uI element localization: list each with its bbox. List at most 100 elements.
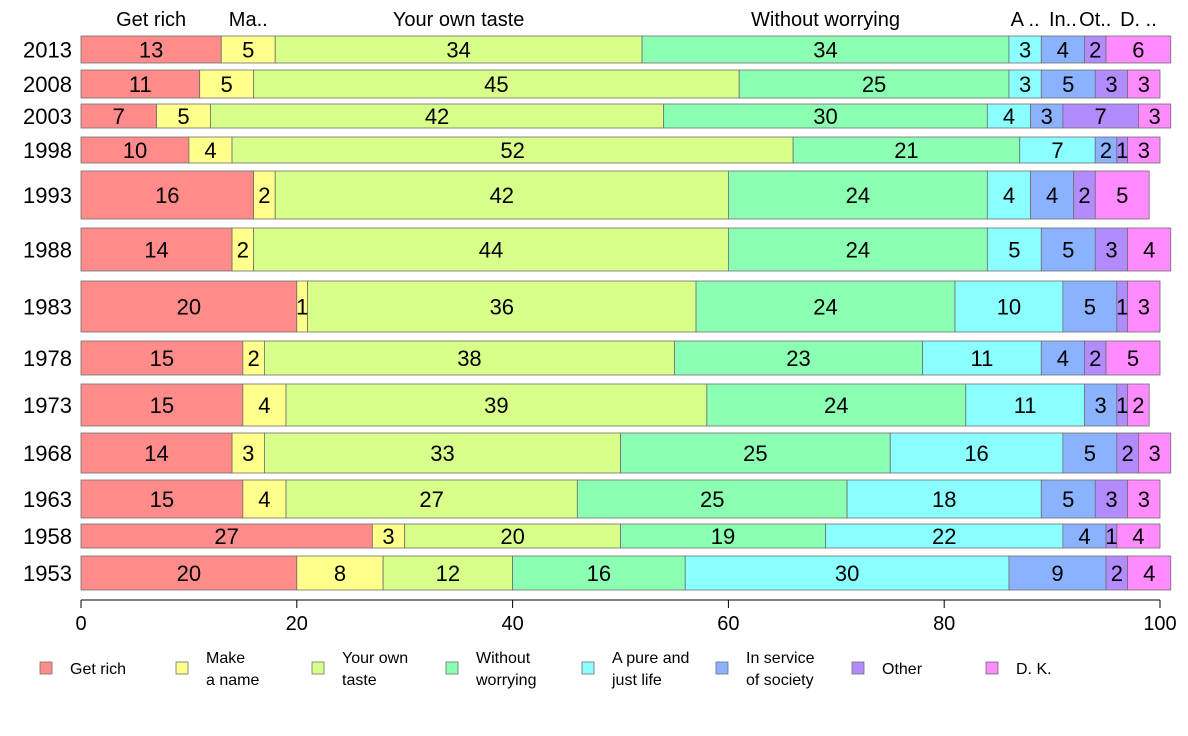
data-label: 1: [1116, 393, 1128, 418]
bar-segment: [1030, 170, 1075, 220]
series-top-label: Your own taste: [393, 9, 525, 31]
data-label: 15: [150, 393, 174, 418]
data-label: 25: [743, 441, 767, 466]
y-axis-labels: 2013 2008 2003 1998 1993 1988 1983 1978 1973 1968…: [23, 38, 72, 587]
series-top-label: D. ..: [1120, 9, 1157, 31]
data-label: 3: [1138, 72, 1150, 97]
legend-swatch: [311, 661, 325, 675]
x-tick-label: 80: [933, 613, 955, 635]
data-label: 11: [129, 72, 152, 97]
bar-segment: [231, 136, 794, 164]
data-label: 1: [296, 295, 308, 320]
bar-segment: [404, 523, 621, 549]
legend-swatch: [445, 661, 459, 675]
bar-segment: [728, 227, 988, 272]
series-top-label: A ..: [1011, 9, 1040, 31]
legend-label: taste: [342, 672, 377, 689]
y-tick-label: 2003: [23, 104, 72, 129]
data-label: 3: [1105, 487, 1117, 512]
bar-segment: [1127, 227, 1172, 272]
legend-label: Without: [476, 650, 531, 667]
bar-segment: [620, 523, 826, 549]
data-label: 4: [1143, 561, 1155, 586]
legend-item: In service of society: [715, 650, 815, 689]
data-label: 4: [258, 487, 270, 512]
data-label: 16: [964, 441, 988, 466]
data-label: 16: [155, 183, 179, 208]
bar-segment: [641, 35, 1010, 64]
data-label: 4: [1003, 183, 1015, 208]
bar-segment: [1094, 227, 1129, 272]
data-label: 25: [862, 72, 886, 97]
bar-segment: [986, 227, 1042, 272]
bar-segment: [620, 432, 891, 474]
data-label: 3: [1138, 138, 1150, 163]
data-label: 20: [500, 524, 524, 549]
data-label: 3: [1019, 72, 1031, 97]
legend-label: In service: [746, 650, 815, 667]
legend: Get rich Make a name Your own taste Without wo…: [39, 650, 1052, 689]
bar-segment: [1062, 280, 1118, 333]
data-label: 24: [846, 183, 870, 208]
series-top-label: Without worrying: [751, 9, 900, 31]
data-label: 23: [786, 346, 810, 371]
legend-label: of society: [746, 672, 814, 689]
bar-segment: [1008, 35, 1042, 64]
bar-segment: [274, 170, 729, 220]
bar-segment: [1008, 555, 1107, 591]
bar-segment: [1127, 555, 1172, 591]
data-label: 5: [1008, 238, 1020, 263]
bar-segment: [738, 69, 1010, 99]
bar-segment: [576, 479, 848, 519]
bar-segment: [1062, 103, 1139, 129]
data-label: 30: [835, 561, 859, 586]
data-label: 3: [1148, 104, 1160, 129]
legend-label: Your own: [342, 650, 408, 667]
data-label: 5: [1062, 487, 1074, 512]
data-label: 4: [1132, 524, 1144, 549]
y-tick-label: 1963: [23, 487, 72, 512]
data-label: 3: [1138, 487, 1150, 512]
data-label: 3: [1019, 38, 1031, 63]
legend-label: A pure and: [612, 650, 689, 667]
legend-swatch: [39, 661, 53, 675]
data-label: 3: [382, 524, 394, 549]
y-tick-label: 1978: [23, 346, 72, 371]
data-label: 2: [1089, 346, 1101, 371]
data-label: 1: [1105, 524, 1117, 549]
data-label: 45: [484, 72, 508, 97]
data-label: 2: [1122, 441, 1134, 466]
data-label: 24: [824, 393, 848, 418]
legend-item: Get rich: [39, 661, 126, 678]
x-tick-label: 100: [1143, 613, 1176, 635]
bar-segment: [80, 383, 244, 427]
y-tick-label: 1998: [23, 138, 72, 163]
data-label: 24: [846, 238, 870, 263]
data-label: 5: [177, 104, 189, 129]
x-tick-label: 40: [501, 613, 523, 635]
bar-segment: [1040, 69, 1096, 99]
bar-segment: [80, 35, 222, 64]
bar-segment: [1138, 432, 1172, 474]
bar-segment: [1040, 479, 1096, 519]
bar-segment: [1116, 523, 1161, 549]
data-label: 2: [237, 238, 249, 263]
bar-segment: [274, 35, 643, 64]
legend-swatch: [715, 661, 729, 675]
legend-item: Your own taste: [311, 650, 408, 689]
bar-segment: [846, 479, 1042, 519]
legend-label: D. K.: [1016, 661, 1052, 678]
bar-segment: [1094, 170, 1150, 220]
y-tick-label: 1973: [23, 393, 72, 418]
series-top-label: In..: [1049, 9, 1077, 31]
bar-segment: [695, 280, 956, 333]
data-label: 3: [1138, 295, 1150, 320]
series-top-labels: Get rich Ma.. Your own taste Without worryi…: [116, 9, 1157, 31]
bar-segment: [220, 35, 276, 64]
bar-segment: [1094, 479, 1129, 519]
data-label: 5: [1062, 72, 1074, 97]
series-top-label: Ot..: [1079, 9, 1111, 31]
bar-segment: [1105, 340, 1161, 376]
data-label: 5: [221, 72, 233, 97]
y-tick-label: 1958: [23, 524, 72, 549]
